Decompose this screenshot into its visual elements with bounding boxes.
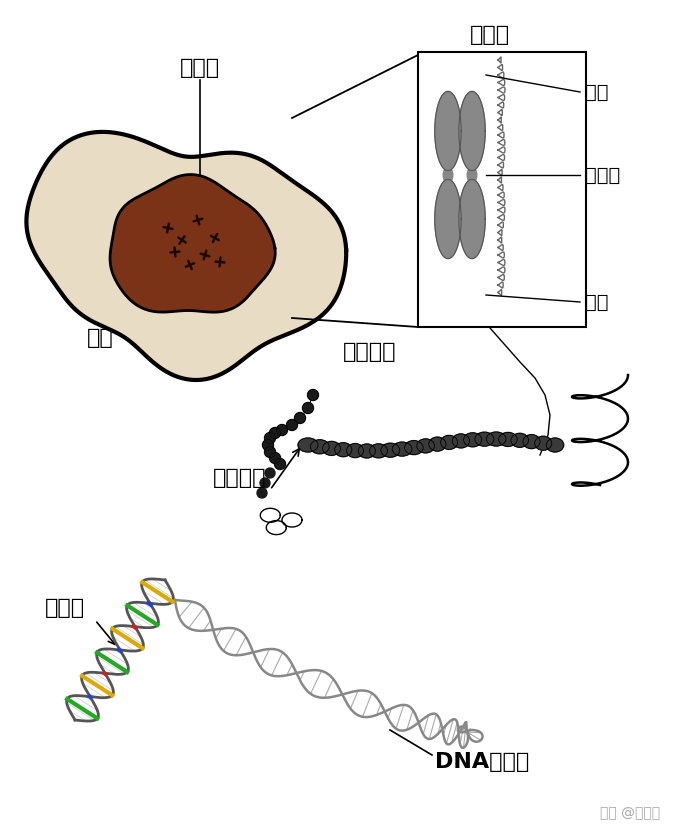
Circle shape xyxy=(277,425,287,435)
Ellipse shape xyxy=(417,439,435,453)
Polygon shape xyxy=(459,179,485,258)
Ellipse shape xyxy=(428,437,446,451)
Circle shape xyxy=(275,459,285,470)
Text: 細胞: 細胞 xyxy=(87,328,113,348)
Text: 細胞核: 細胞核 xyxy=(180,58,220,78)
Ellipse shape xyxy=(523,435,540,449)
Circle shape xyxy=(270,453,280,464)
Ellipse shape xyxy=(467,167,477,183)
Circle shape xyxy=(308,390,319,401)
Text: 着丝粒: 着丝粒 xyxy=(585,165,620,184)
Text: 端粒: 端粒 xyxy=(585,82,609,101)
Ellipse shape xyxy=(323,441,340,455)
Circle shape xyxy=(264,432,275,444)
Ellipse shape xyxy=(443,167,453,183)
Ellipse shape xyxy=(347,444,363,458)
Circle shape xyxy=(263,440,273,450)
Ellipse shape xyxy=(381,443,400,457)
Circle shape xyxy=(264,446,275,458)
Polygon shape xyxy=(435,91,461,170)
Circle shape xyxy=(265,468,275,478)
Ellipse shape xyxy=(370,444,387,458)
Ellipse shape xyxy=(487,432,506,446)
Circle shape xyxy=(303,402,313,414)
Text: 组织蛋白: 组织蛋白 xyxy=(213,468,267,488)
Ellipse shape xyxy=(335,443,352,457)
Ellipse shape xyxy=(535,436,552,450)
Polygon shape xyxy=(27,132,346,380)
Circle shape xyxy=(260,478,270,488)
Ellipse shape xyxy=(475,432,494,446)
Ellipse shape xyxy=(498,432,517,446)
Polygon shape xyxy=(435,179,461,258)
Ellipse shape xyxy=(392,442,412,456)
Circle shape xyxy=(270,427,280,439)
Ellipse shape xyxy=(358,444,375,458)
Ellipse shape xyxy=(310,440,329,454)
Circle shape xyxy=(257,488,267,498)
Ellipse shape xyxy=(405,440,423,455)
Polygon shape xyxy=(110,175,275,312)
Polygon shape xyxy=(459,91,485,170)
Ellipse shape xyxy=(547,438,563,452)
Circle shape xyxy=(287,420,298,430)
Bar xyxy=(418,52,586,327)
Ellipse shape xyxy=(452,434,470,448)
Ellipse shape xyxy=(463,433,482,447)
Ellipse shape xyxy=(298,438,318,452)
Text: 知乎 @小健健: 知乎 @小健健 xyxy=(600,806,660,820)
Text: 染色分体: 染色分体 xyxy=(343,342,397,362)
Circle shape xyxy=(294,412,305,424)
Ellipse shape xyxy=(511,433,528,447)
Ellipse shape xyxy=(440,435,458,450)
Text: 碱基对: 碱基对 xyxy=(45,598,85,618)
Text: 端粒: 端粒 xyxy=(585,293,609,312)
Text: 染色体: 染色体 xyxy=(470,25,510,45)
Text: DNA双螺旋: DNA双螺旋 xyxy=(435,752,529,772)
